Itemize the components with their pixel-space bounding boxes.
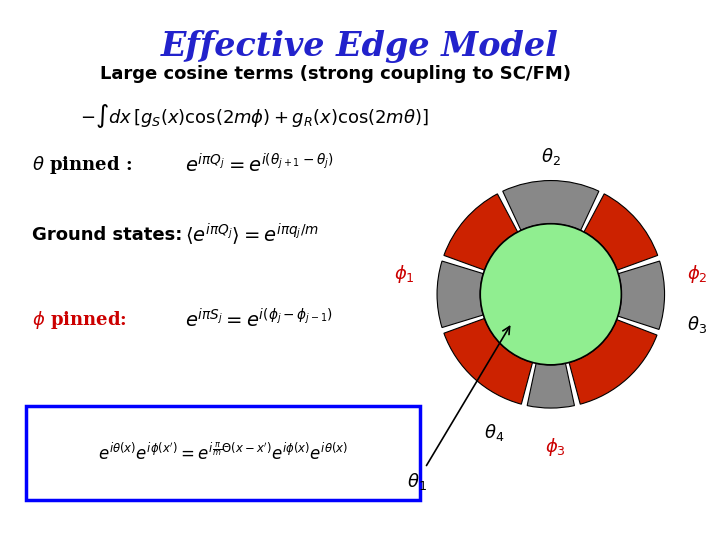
Wedge shape bbox=[444, 319, 533, 404]
FancyBboxPatch shape bbox=[26, 406, 420, 500]
Text: $\phi_3$: $\phi_3$ bbox=[545, 436, 566, 458]
Text: $\phi_1$: $\phi_1$ bbox=[395, 264, 415, 285]
Text: $\theta_1$: $\theta_1$ bbox=[407, 327, 510, 492]
Wedge shape bbox=[437, 261, 483, 328]
Wedge shape bbox=[503, 180, 599, 231]
Text: $\theta$ pinned :: $\theta$ pinned : bbox=[32, 154, 132, 176]
Wedge shape bbox=[527, 363, 575, 408]
Wedge shape bbox=[584, 194, 657, 270]
Wedge shape bbox=[618, 261, 665, 329]
Text: Effective Edge Model: Effective Edge Model bbox=[161, 30, 559, 63]
Text: $\langle e^{i\pi Q_j}\rangle = e^{i\pi q_j/m}$: $\langle e^{i\pi Q_j}\rangle = e^{i\pi q… bbox=[185, 222, 319, 248]
Text: $\phi$ pinned:: $\phi$ pinned: bbox=[32, 309, 127, 331]
Text: $\phi_2$: $\phi_2$ bbox=[687, 264, 707, 285]
Circle shape bbox=[480, 224, 621, 365]
Text: $\theta_3$: $\theta_3$ bbox=[687, 314, 706, 335]
Text: Ground states:: Ground states: bbox=[32, 226, 182, 244]
Wedge shape bbox=[444, 194, 518, 270]
Text: $e^{i\theta(x)}e^{i\phi(x^\prime)} = e^{i\frac{\pi}{m}\Theta(x-x^\prime)}e^{i\ph: $e^{i\theta(x)}e^{i\phi(x^\prime)} = e^{… bbox=[98, 442, 348, 464]
Text: $e^{i\pi Q_j} = e^{i(\theta_{j+1}-\theta_j)}$: $e^{i\pi Q_j} = e^{i(\theta_{j+1}-\theta… bbox=[185, 153, 333, 177]
Text: $\theta_2$: $\theta_2$ bbox=[541, 146, 561, 166]
Text: $-\int dx\,[g_S(x)\cos(2m\phi)+g_R(x)\cos(2m\theta)]$: $-\int dx\,[g_S(x)\cos(2m\phi)+g_R(x)\co… bbox=[80, 102, 428, 130]
Text: $e^{i\pi S_j} = e^{i(\phi_j-\phi_{j-1})}$: $e^{i\pi S_j} = e^{i(\phi_j-\phi_{j-1})}… bbox=[185, 308, 333, 332]
Wedge shape bbox=[569, 320, 657, 404]
Text: Large cosine terms (strong coupling to SC/FM): Large cosine terms (strong coupling to S… bbox=[100, 65, 571, 83]
Text: $\theta_4$: $\theta_4$ bbox=[484, 422, 504, 443]
